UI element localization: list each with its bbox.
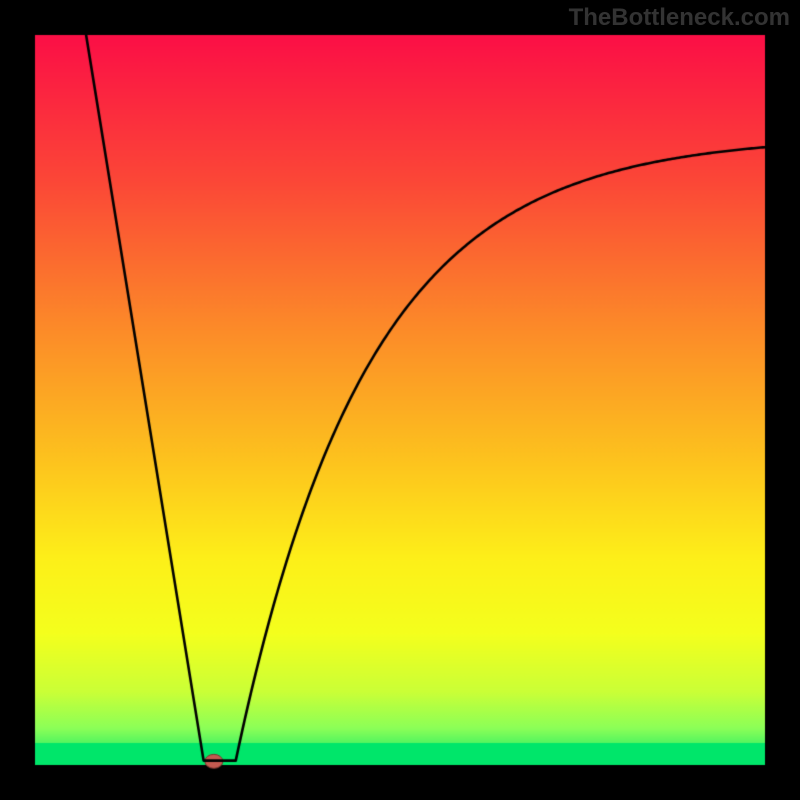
- bottleneck-gradient-chart: [0, 0, 800, 800]
- chart-container: TheBottleneck.com: [0, 0, 800, 800]
